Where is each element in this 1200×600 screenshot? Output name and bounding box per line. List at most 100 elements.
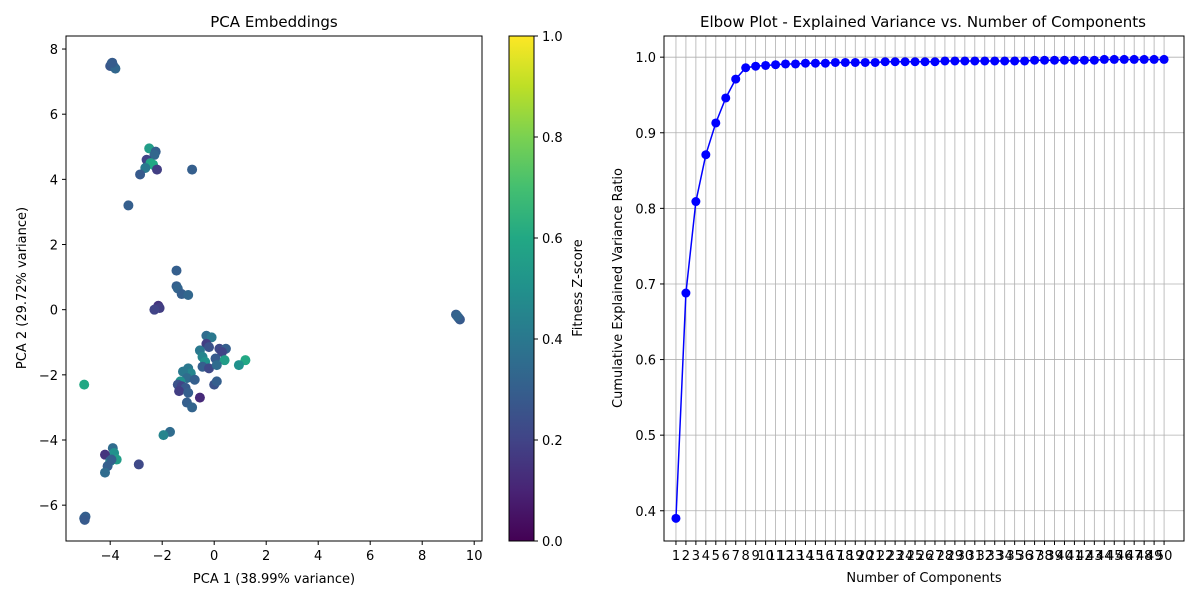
x-tick-label: 7: [732, 549, 740, 564]
series-point: [1059, 55, 1069, 65]
series-point: [800, 58, 810, 68]
scatter-point: [79, 379, 90, 390]
series-point: [980, 56, 990, 66]
x-axis-ticks: 1 2 3 4 5 6 7 8 91011121314151617181920212223242…: [672, 541, 1172, 564]
series-point: [751, 61, 761, 71]
scatter-point: [158, 430, 169, 441]
chart-title: Elbow Plot - Explained Variance vs. Numb…: [700, 13, 1146, 31]
series-point: [781, 59, 791, 69]
colorbar-tick-label: 0.8: [542, 131, 563, 146]
x-tick-label: 14: [797, 549, 814, 564]
series-point: [1119, 54, 1129, 64]
scatter-point: [217, 347, 227, 358]
x-tick-label: 44: [1096, 549, 1113, 564]
series-point: [1139, 54, 1149, 64]
series-point: [1010, 56, 1020, 66]
scatter-point: [194, 392, 205, 403]
scatter-point: [211, 376, 222, 387]
scatter-point: [100, 467, 110, 478]
series-point: [870, 57, 880, 67]
pca-scatter-chart: PCA Embeddings −4 −2 0 2 4 6 8 10 −6 −4 −2 0 2 4 6 8 P…: [15, 13, 483, 587]
series-point: [880, 57, 890, 67]
x-tick-label: −2: [153, 549, 172, 564]
x-tick-label: 39: [1046, 549, 1063, 564]
series-point: [850, 57, 860, 67]
plot-frame: [65, 35, 483, 542]
y-axis-ticks: −6 −4 −2 0 2 4 6 8: [39, 43, 66, 514]
y-tick-label: −2: [39, 369, 58, 384]
scatter-point: [123, 200, 134, 211]
series-point: [1020, 56, 1030, 66]
x-tick-label: 46: [1116, 549, 1133, 564]
x-tick-label: 6: [366, 549, 374, 564]
x-tick-label: 29: [947, 549, 964, 564]
series-point: [1109, 54, 1119, 64]
colorbar-tick-label: 0.0: [542, 535, 563, 550]
x-tick-label: 11: [767, 549, 784, 564]
series-point: [1079, 55, 1089, 65]
x-tick-label: 48: [1136, 549, 1153, 564]
plot-frame: [663, 35, 1185, 542]
series-point: [1030, 55, 1040, 65]
y-tick-label: 1.0: [635, 51, 656, 66]
series-point: [990, 56, 1000, 66]
y-tick-label: 2: [50, 239, 58, 254]
x-tick-label: 41: [1066, 549, 1083, 564]
x-tick-label: 42: [1076, 549, 1093, 564]
series-point: [721, 93, 731, 103]
x-tick-label: 8: [418, 549, 426, 564]
x-tick-label: 17: [827, 549, 844, 564]
scatter-point: [183, 290, 194, 301]
colorbar-tick-label: 0.2: [542, 434, 563, 449]
x-tick-label: 10: [757, 549, 774, 564]
series-point: [820, 58, 830, 68]
elbow-plot-chart: Elbow Plot - Explained Variance vs. Numb…: [611, 13, 1185, 586]
y-tick-label: 0.9: [635, 127, 656, 142]
y-axis-ticks: 0.4 0.5 0.6 0.7 0.8 0.9 1.0: [635, 51, 664, 520]
x-tick-label: 5: [712, 549, 720, 564]
x-tick-label: 24: [897, 549, 914, 564]
x-axis-label: PCA 1 (38.99% variance): [193, 572, 355, 587]
x-tick-label: 32: [976, 549, 993, 564]
series-point: [960, 56, 970, 66]
y-tick-label: 0.8: [635, 202, 656, 217]
series-point: [711, 118, 721, 128]
y-tick-label: −4: [39, 434, 58, 449]
series-point: [671, 513, 681, 523]
x-tick-label: 47: [1126, 549, 1143, 564]
scatter-points: [79, 57, 465, 525]
scatter-point: [452, 311, 463, 322]
series-point: [1040, 55, 1050, 65]
colorbar-label: Fitness Z-score: [571, 239, 586, 336]
x-tick-label: 2: [682, 549, 690, 564]
scatter-point: [219, 355, 230, 366]
scatter-point: [189, 374, 200, 385]
x-tick-label: 8: [742, 549, 750, 564]
series-point: [1069, 55, 1079, 65]
series-points: [671, 54, 1169, 523]
scatter-point: [174, 386, 185, 397]
y-tick-label: 8: [50, 43, 58, 58]
x-tick-label: 6: [722, 549, 730, 564]
chart-title: PCA Embeddings: [210, 13, 338, 31]
x-tick-label: 43: [1086, 549, 1103, 564]
series-point: [761, 60, 771, 70]
scatter-point: [149, 149, 160, 160]
series-point: [840, 57, 850, 67]
series-point: [920, 57, 930, 67]
x-tick-label: 1: [672, 549, 680, 564]
x-tick-label: 31: [967, 549, 984, 564]
series-point: [860, 57, 870, 67]
grid-lines: [664, 36, 1184, 541]
colorbar-tick-label: 0.4: [542, 333, 563, 348]
series-point: [1159, 54, 1169, 64]
scatter-point: [152, 164, 162, 175]
y-axis-label: Cumulative Explained Variance Ratio: [611, 168, 626, 408]
scatter-point: [171, 265, 182, 276]
x-tick-label: 34: [996, 549, 1013, 564]
series-point: [1129, 54, 1139, 64]
colorbar: 0.0 0.2 0.4 0.6 0.8 1.0 Fitness Z-score: [508, 30, 586, 550]
y-tick-label: 0: [50, 304, 58, 319]
x-tick-label: 21: [867, 549, 884, 564]
series-point: [1089, 55, 1099, 65]
